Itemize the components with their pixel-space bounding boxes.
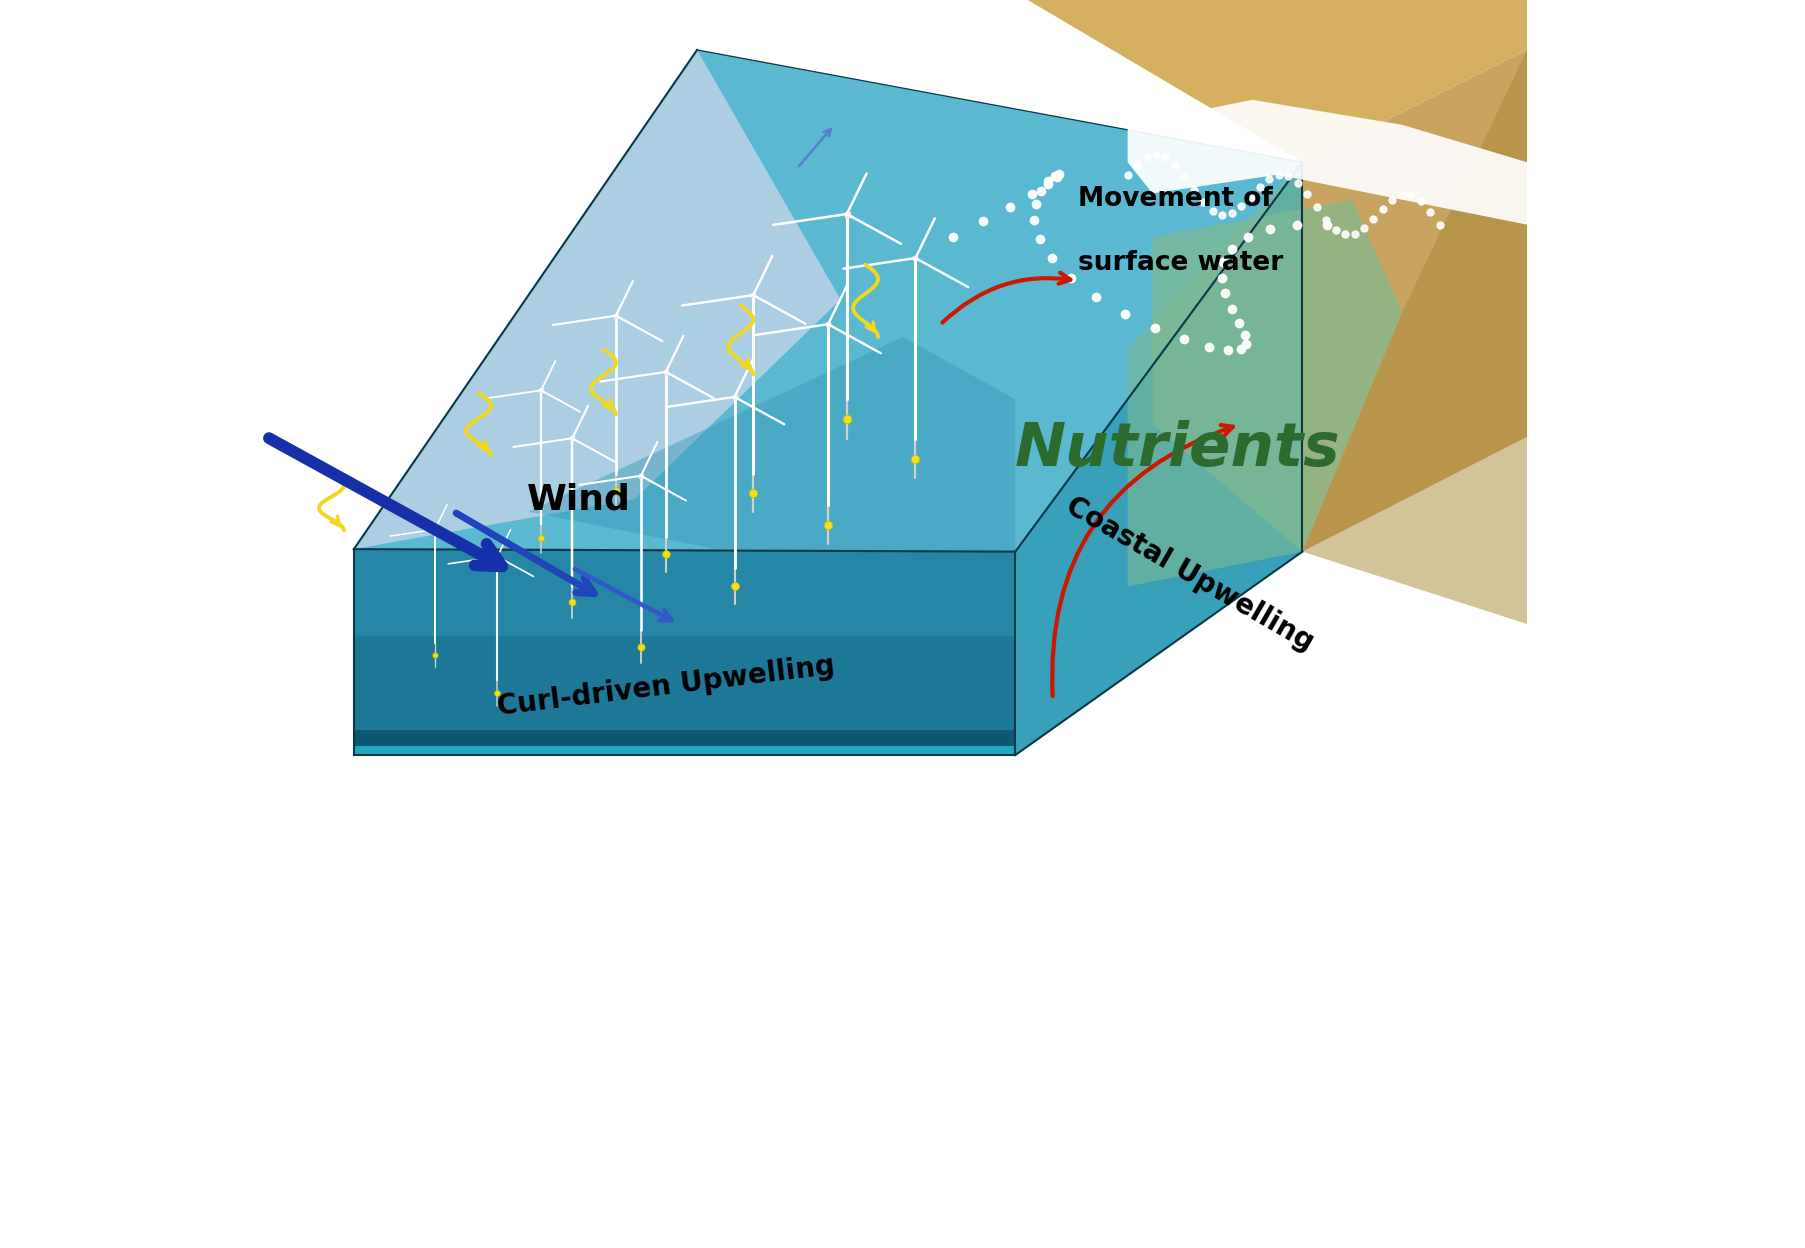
Text: Coastal Upwelling: Coastal Upwelling — [1061, 492, 1318, 656]
Polygon shape — [1126, 162, 1301, 587]
Polygon shape — [354, 730, 1014, 755]
Text: Nutrients: Nutrients — [1014, 419, 1339, 479]
Polygon shape — [1301, 50, 1527, 552]
Polygon shape — [1014, 162, 1301, 755]
Polygon shape — [1126, 100, 1527, 225]
Text: Movement of: Movement of — [1078, 186, 1273, 212]
Polygon shape — [529, 337, 1014, 552]
Text: Curl-driven Upwelling: Curl-driven Upwelling — [495, 651, 836, 721]
Polygon shape — [354, 549, 1014, 636]
Text: Wind: Wind — [527, 482, 630, 517]
Polygon shape — [354, 746, 1014, 755]
Polygon shape — [1152, 200, 1401, 552]
Polygon shape — [354, 549, 1014, 755]
Polygon shape — [1301, 50, 1527, 624]
Polygon shape — [1027, 0, 1527, 162]
Polygon shape — [354, 50, 839, 549]
Polygon shape — [354, 50, 1301, 552]
Text: surface water: surface water — [1078, 250, 1282, 276]
